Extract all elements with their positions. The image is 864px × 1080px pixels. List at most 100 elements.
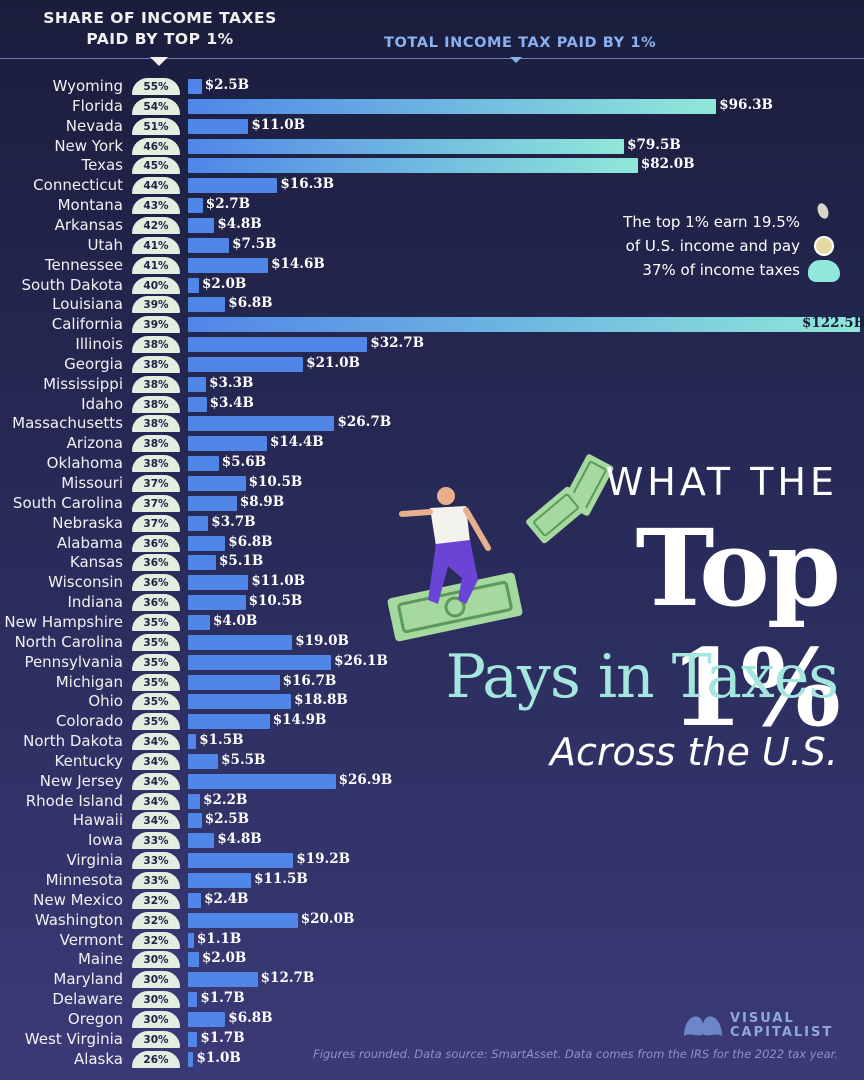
share-badge: 30% [132,951,180,969]
share-badge: 38% [132,355,180,373]
state-label: California [51,315,123,334]
tax-value-label: $7.5B [232,235,277,252]
tax-value-label: $4.8B [217,831,262,848]
state-label: Massachusetts [12,414,123,433]
tax-value-label: $11.5B [254,871,308,887]
share-badge: 41% [132,236,180,254]
state-label: Arkansas [54,215,123,234]
tax-bar [188,79,202,94]
tax-value-label: $26.1B [334,652,388,669]
tax-value-label: $4.8B [217,215,262,232]
tax-bar [188,515,209,531]
share-badge: 38% [132,435,180,453]
callout-line-2: of U.S. income and pay [625,237,800,255]
share-badge: 34% [132,752,180,770]
tax-value-label: $14.9B [272,712,327,729]
state-label: South Carolina [12,493,123,512]
tax-bar [188,98,717,114]
tax-value-label: $12.7B [260,970,315,987]
share-badge: 32% [132,911,180,929]
share-badge: 38% [132,415,180,433]
tax-bar [188,138,625,154]
tax-value-label: $96.3B [719,96,773,113]
state-label: Idaho [81,394,123,413]
tax-bar [188,217,215,233]
share-badge: 30% [132,1010,180,1028]
tax-value-label: $2.0B [201,950,247,967]
tax-value-label: $1.7B [200,990,245,1007]
tax-bar [188,614,210,630]
state-label: Connecticut [33,176,123,195]
state-label: North Carolina [14,632,123,651]
tax-value-label: $5.6B [221,454,267,471]
state-label: Alaska [73,1049,123,1068]
tax-bar [188,416,335,432]
state-label: Kentucky [54,751,124,770]
tax-value-label: $26.7B [337,414,392,431]
share-badge: 36% [132,534,180,552]
state-label: Ohio [88,692,123,711]
title-line-3: Pays in Taxes [445,642,839,712]
header-divider [0,58,864,59]
share-badge: 35% [132,613,180,631]
share-badge: 38% [132,375,180,393]
tax-bar [188,595,246,611]
state-label: Indiana [67,593,123,612]
state-label: Wisconsin [48,573,123,592]
share-badge: 37% [132,514,180,532]
tax-value-label: $19.2B [296,851,350,868]
share-badge: 39% [132,296,180,314]
callout-note: The top 1% earn 19.5% of U.S. income and… [600,210,800,282]
callout-line-3: 37% of income taxes [642,261,800,279]
share-badge: 30% [132,1030,180,1048]
tax-value-label: $10.5B [248,593,303,610]
total-header-pointer [510,57,522,63]
tax-value-label: $4.0B [212,612,258,629]
tax-bar [188,535,226,551]
tax-bar [188,158,638,174]
share-badge: 34% [132,812,180,830]
share-badge: 38% [132,395,180,413]
tax-bar [188,297,226,313]
share-badge: 46% [132,137,180,155]
share-badge: 41% [132,256,180,274]
tax-bar [188,178,278,194]
state-label: New York [54,136,123,155]
tax-value-label: $8.9B [239,493,285,510]
state-label: Rhode Island [25,791,123,810]
tax-value-label: $6.8B [228,295,273,312]
tax-value-label: $1.1B [197,930,242,947]
state-label: North Dakota [23,732,123,751]
state-label: South Dakota [21,275,123,294]
tax-value-label: $16.7B [282,672,337,689]
state-label: Nebraska [52,513,123,532]
state-label: Kansas [69,553,123,572]
tax-bar [188,237,230,253]
tax-value-label: $1.0B [196,1049,241,1066]
share-column-header: SHARE OF INCOME TAXES PAID BY TOP 1% [43,9,277,48]
tax-bar [188,198,203,214]
share-header-pointer [150,57,168,66]
share-badge: 33% [132,872,180,889]
state-label: Virginia [66,851,123,870]
tax-bar [188,277,199,293]
visual-capitalist-logo-text: VISUAL CAPITALIST [730,1011,834,1040]
tax-value-label: $2.4B [204,890,249,907]
tax-bar [188,992,198,1008]
share-badge: 55% [132,78,180,95]
state-label: Florida [71,96,123,115]
state-label: Hawaii [72,811,123,830]
tax-bar [188,396,207,412]
share-badge: 45% [132,157,180,175]
tax-bar [188,356,304,372]
share-badge: 35% [132,713,180,731]
source-footnote: Figures rounded. Data source: SmartAsset… [313,1047,838,1061]
share-badge: 40% [132,276,180,294]
tax-bar [188,555,216,571]
title-line-2: Top 1% [635,505,841,750]
share-badge: 26% [132,1050,180,1068]
visual-capitalist-logo-icon [684,1016,722,1036]
share-badge: 37% [132,494,180,512]
tax-value-label: $6.8B [228,533,273,550]
state-label: Michigan [55,672,123,691]
